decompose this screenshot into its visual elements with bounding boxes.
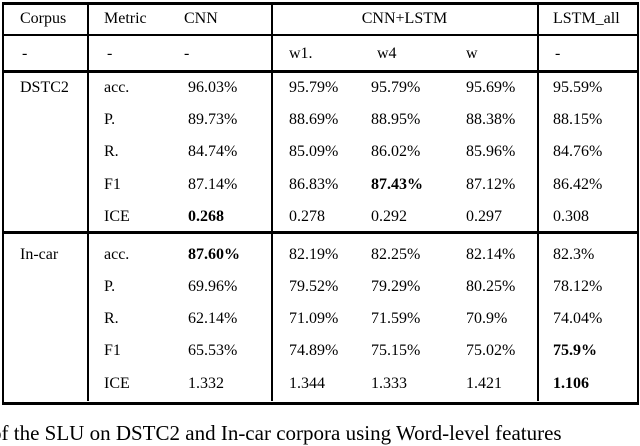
subheader-w: w	[466, 45, 478, 62]
value-cnn: 89.73%	[188, 111, 238, 128]
header-metric: Metric	[104, 10, 147, 27]
value-w1: 86.83%	[289, 176, 339, 193]
value-w1: 95.79%	[289, 79, 339, 96]
value-cnn: 1.332	[188, 375, 224, 392]
value-w4: 0.292	[371, 208, 407, 225]
value-lstm-all: 74.04%	[553, 310, 603, 327]
table-caption: of the SLU on DSTC2 and In-car corpora u…	[0, 421, 562, 445]
metric-label: F1	[104, 342, 121, 359]
value-w1: 71.09%	[289, 310, 339, 327]
table-border	[2, 2, 639, 405]
value-w1: 74.89%	[289, 342, 339, 359]
value-cnn: 87.14%	[188, 176, 238, 193]
value-lstm-all: 78.12%	[553, 278, 603, 295]
value-w4: 75.15%	[371, 342, 421, 359]
value-cnn: 65.53%	[188, 342, 238, 359]
value-w: 75.02%	[466, 342, 516, 359]
table-header-row: Corpus Metric CNN CNN+LSTM LSTM_all	[0, 8, 640, 30]
value-cnn: 84.74%	[188, 143, 238, 160]
value-w1: 82.19%	[289, 246, 339, 263]
value-cnn: 0.268	[188, 208, 224, 225]
column-divider	[537, 2, 539, 401]
value-w1: 88.69%	[289, 111, 339, 128]
value-cnn: 87.60%	[188, 246, 240, 263]
table-row: F1 65.53% 74.89% 75.15% 75.02% 75.9%	[0, 340, 640, 362]
value-cnn: 69.96%	[188, 278, 238, 295]
value-lstm-all: 75.9%	[553, 342, 597, 359]
value-w1: 1.344	[289, 375, 325, 392]
value-w: 88.38%	[466, 111, 516, 128]
value-w1: 0.278	[289, 208, 325, 225]
subheader-w1: w1.	[289, 45, 313, 62]
header-cnn-lstm: CNN+LSTM	[361, 10, 448, 27]
value-lstm-all: 86.42%	[553, 176, 603, 193]
value-w4: 79.29%	[371, 278, 421, 295]
metric-label: ICE	[104, 375, 130, 392]
value-w: 85.96%	[466, 143, 516, 160]
table-row: DSTC2 acc. 96.03% 95.79% 95.79% 95.69% 9…	[0, 77, 640, 99]
header-rule	[2, 34, 637, 36]
metric-label: ICE	[104, 208, 130, 225]
value-w: 70.9%	[466, 310, 508, 327]
value-w4: 86.02%	[371, 143, 421, 160]
subheader-corpus: -	[22, 45, 28, 62]
header-lstm-all: LSTM_all	[553, 10, 620, 27]
value-cnn: 96.03%	[188, 79, 238, 96]
header-corpus: Corpus	[20, 10, 67, 27]
table-row: P. 69.96% 79.52% 79.29% 80.25% 78.12%	[0, 276, 640, 298]
value-lstm-all: 88.15%	[553, 111, 603, 128]
metric-label: P.	[104, 278, 116, 295]
table-row: R. 84.74% 85.09% 86.02% 85.96% 84.76%	[0, 141, 640, 163]
subheader-metric: -	[107, 45, 113, 62]
section-rule	[2, 231, 637, 234]
value-lstm-all: 1.106	[553, 375, 589, 392]
subheader-lstm-all: -	[555, 45, 561, 62]
table-row: P. 89.73% 88.69% 88.95% 88.38% 88.15%	[0, 109, 640, 131]
value-lstm-all: 82.3%	[553, 246, 595, 263]
metric-label: P.	[104, 111, 116, 128]
metric-label: R.	[104, 310, 119, 327]
value-w: 1.421	[466, 375, 502, 392]
value-w: 80.25%	[466, 278, 516, 295]
value-w4: 71.59%	[371, 310, 421, 327]
value-lstm-all: 84.76%	[553, 143, 603, 160]
value-lstm-all: 0.308	[553, 208, 589, 225]
value-w: 87.12%	[466, 176, 516, 193]
value-w4: 87.43%	[371, 176, 423, 193]
value-w4: 95.79%	[371, 79, 421, 96]
value-w4: 1.333	[371, 375, 407, 392]
table-subheader-row: - - - w1. w4 w -	[0, 43, 640, 65]
value-lstm-all: 95.59%	[553, 79, 603, 96]
subheader-w4: w4	[377, 45, 397, 62]
table-row: ICE 1.332 1.344 1.333 1.421 1.106	[0, 373, 640, 395]
value-w4: 88.95%	[371, 111, 421, 128]
metric-label: F1	[104, 176, 121, 193]
value-w1: 79.52%	[289, 278, 339, 295]
value-w4: 82.25%	[371, 246, 421, 263]
corpus-label: DSTC2	[20, 79, 69, 96]
table-row: F1 87.14% 86.83% 87.43% 87.12% 86.42%	[0, 174, 640, 196]
table-row: ICE 0.268 0.278 0.292 0.297 0.308	[0, 206, 640, 228]
table-row: In-car acc. 87.60% 82.19% 82.25% 82.14% …	[0, 244, 640, 266]
column-divider	[271, 2, 273, 401]
value-w: 82.14%	[466, 246, 516, 263]
metric-label: acc.	[104, 246, 130, 263]
value-w: 0.297	[466, 208, 502, 225]
corpus-label: In-car	[20, 246, 59, 263]
metric-label: R.	[104, 143, 119, 160]
header-cnn: CNN	[184, 10, 218, 27]
value-w1: 85.09%	[289, 143, 339, 160]
subheader-rule	[2, 70, 637, 73]
value-cnn: 62.14%	[188, 310, 238, 327]
metric-label: acc.	[104, 79, 130, 96]
subheader-cnn: -	[184, 45, 190, 62]
table-row: R. 62.14% 71.09% 71.59% 70.9% 74.04%	[0, 308, 640, 330]
column-divider	[87, 2, 89, 401]
value-w: 95.69%	[466, 79, 516, 96]
